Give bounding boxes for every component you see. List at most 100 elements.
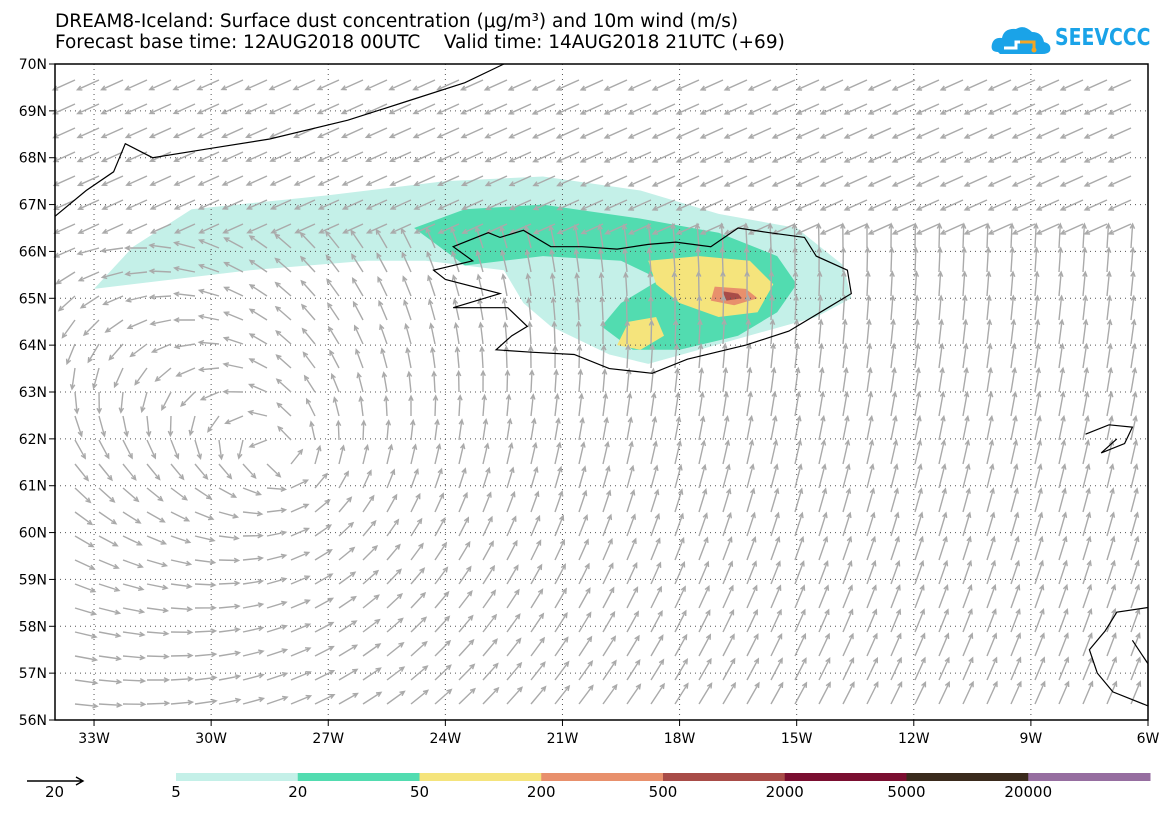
wind-vector — [245, 127, 268, 139]
wind-vector — [530, 588, 544, 609]
wind-vector — [602, 683, 618, 705]
wind-vector — [866, 632, 878, 657]
wind-vector — [173, 175, 196, 186]
wind-vector — [770, 463, 779, 489]
wind-vector — [352, 300, 364, 321]
wind-vector — [167, 415, 174, 438]
wind-vector — [436, 103, 460, 115]
wind-vector — [747, 151, 772, 163]
wind-vector — [792, 270, 799, 297]
wind-vector — [842, 414, 850, 441]
wind-vector — [242, 649, 265, 657]
wind-vector — [196, 79, 220, 91]
wind-vectors — [51, 79, 1142, 709]
wind-vector — [675, 151, 700, 163]
wind-vector — [458, 589, 473, 609]
wind-vector — [1010, 414, 1018, 441]
wind-vector — [890, 608, 902, 633]
wind-vector — [125, 175, 148, 186]
wind-vector — [482, 589, 497, 609]
wind-vector — [723, 103, 748, 115]
wind-vector — [501, 297, 508, 321]
wind-vector — [410, 542, 424, 561]
wind-vector — [482, 418, 489, 441]
wind-vector — [220, 79, 244, 91]
wind-vector — [324, 230, 340, 249]
wind-vector — [1058, 390, 1066, 417]
wind-vector — [146, 559, 169, 568]
wind-vector — [890, 559, 901, 585]
wind-vector — [376, 252, 388, 273]
wind-vector — [698, 415, 706, 441]
wind-vector — [579, 79, 604, 91]
wind-vector — [530, 539, 542, 561]
wind-vector — [1010, 463, 1019, 489]
wind-vector — [795, 223, 820, 235]
wind-vector — [962, 439, 971, 465]
wind-vector — [651, 127, 676, 139]
wind-vector — [222, 336, 244, 345]
wind-vector — [600, 319, 606, 344]
wind-vector — [842, 439, 851, 465]
wind-vector — [74, 607, 98, 616]
wind-vector — [388, 127, 412, 139]
wind-vector — [1058, 680, 1070, 705]
wind-vector — [578, 489, 588, 513]
wind-vector — [434, 541, 448, 561]
wind-vector — [864, 246, 871, 273]
wind-vector — [74, 631, 98, 639]
wind-vector — [506, 637, 522, 657]
wind-vector — [818, 439, 827, 465]
wind-vector — [1034, 680, 1046, 705]
wind-vector — [572, 223, 580, 249]
wind-vector — [482, 540, 494, 561]
wind-vector — [268, 103, 292, 115]
wind-vector — [552, 344, 559, 369]
wind-vector — [746, 511, 756, 537]
coastline-greenland — [54, 63, 505, 217]
wind-vector — [843, 103, 868, 115]
wind-vector — [720, 270, 726, 297]
wind-vector — [770, 560, 781, 585]
wind-vector — [388, 79, 412, 91]
wind-vector — [65, 343, 76, 366]
wind-vector — [1082, 318, 1089, 345]
wind-vector — [1010, 487, 1019, 513]
wind-vector — [626, 634, 640, 657]
wind-vector — [174, 223, 196, 234]
wind-vector — [746, 463, 755, 489]
wind-vector — [528, 369, 535, 393]
wind-vector — [650, 512, 660, 537]
wind-vector — [578, 538, 589, 561]
wind-vector — [890, 511, 900, 537]
wind-reference-arrow — [27, 776, 85, 786]
wind-vector — [866, 656, 878, 681]
wind-vector — [269, 151, 292, 162]
wind-vector — [457, 394, 463, 417]
wind-vector — [770, 366, 777, 393]
wind-vector — [723, 175, 748, 187]
wind-vector — [458, 467, 467, 489]
wind-vector — [1010, 390, 1018, 417]
wind-vector — [277, 425, 292, 441]
wind-vector — [341, 199, 364, 210]
wind-vector — [314, 645, 335, 657]
wind-vector — [172, 79, 196, 91]
wind-vector — [170, 652, 194, 659]
wind-vector — [626, 586, 639, 609]
wind-vector — [482, 662, 499, 681]
wind-vector — [794, 463, 803, 489]
dust-level-20-area — [414, 204, 797, 350]
wind-vector — [939, 175, 964, 187]
wind-vector — [290, 448, 304, 465]
wind-vector — [1106, 632, 1117, 657]
wind-vector — [602, 659, 617, 681]
wind-vector — [341, 175, 364, 186]
wind-vector — [266, 486, 287, 492]
wind-vector — [484, 175, 508, 187]
wind-vector — [842, 608, 854, 633]
wind-vector — [1083, 199, 1108, 211]
wind-vector — [98, 487, 116, 503]
wind-vector — [914, 608, 925, 633]
wind-vector — [113, 367, 124, 389]
